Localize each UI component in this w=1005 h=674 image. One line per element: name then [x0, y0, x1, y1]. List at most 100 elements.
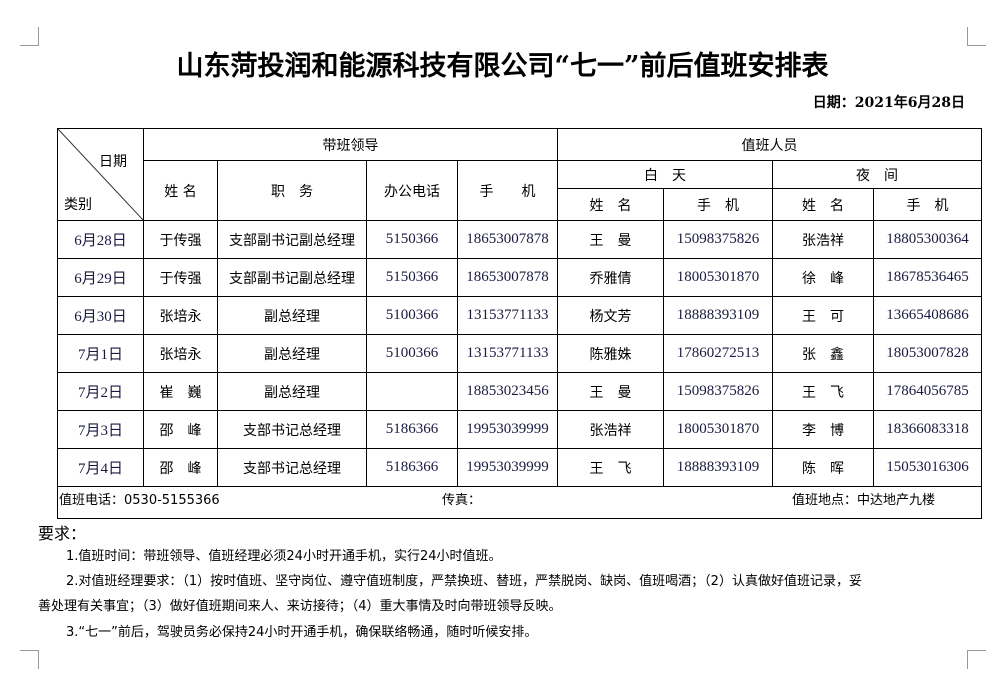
night-staff-name-cell: 徐 峰: [772, 258, 874, 297]
day-staff-name-cell: 乔雅倩: [557, 258, 664, 297]
leader-mobile-cell: 19953039999: [457, 448, 558, 487]
night-staff-name-cell: 张浩祥: [772, 220, 874, 259]
requirement-2: 2.对值班经理要求：（1）按时值班、坚守岗位、遵守值班制度，严禁换班、替班，严禁…: [66, 574, 862, 589]
duty-location: 值班地点：中达地产九楼: [792, 493, 936, 508]
leader-mobile-cell: 13153771133: [457, 296, 558, 335]
requirement-1: 1.值班时间：带班领导、值班经理必须24小时开通手机，实行24小时值班。: [66, 549, 502, 564]
position-cell: 支部书记总经理: [217, 410, 367, 449]
date-cell: 7月4日: [57, 448, 144, 487]
night-staff-name-cell: 李 博: [772, 410, 874, 449]
duty-schedule-table: 日期 类别 带班领导 值班人员 姓 名 职 务 办公电话 手 机 白 天 夜 间…: [57, 128, 982, 519]
leader-name-cell: 于传强: [143, 220, 218, 259]
day-staff-mobile-cell: 17860272513: [663, 334, 773, 373]
table-row: 6月28日 于传强 支部副书记副总经理 5150366 18653007878 王 曼 15…: [57, 220, 982, 259]
day-shift-header: 白 天: [557, 160, 773, 189]
table-row: 6月30日 张培永 副总经理 5100366 13153771133 杨文芳 1888839…: [57, 296, 982, 335]
date-cell: 6月28日: [57, 220, 144, 259]
night-staff-mobile-cell: 17864056785: [873, 372, 982, 411]
position-cell: 副总经理: [217, 334, 367, 373]
leader-name-cell: 邵 峰: [143, 448, 218, 487]
night-mobile-header: 手 机: [873, 188, 982, 221]
leader-name-cell: 张培永: [143, 296, 218, 335]
office-phone-cell: 5150366: [366, 220, 458, 259]
leader-mobile-cell: 18653007878: [457, 220, 558, 259]
day-staff-mobile-cell: 15098375826: [663, 372, 773, 411]
night-staff-name-cell: 张 鑫: [772, 334, 874, 373]
night-staff-mobile-cell: 18678536465: [873, 258, 982, 297]
day-staff-name-cell: 王 飞: [557, 448, 664, 487]
date-cell: 7月2日: [57, 372, 144, 411]
leader-mobile-cell: 19953039999: [457, 410, 558, 449]
position-cell: 副总经理: [217, 296, 367, 335]
office-phone-cell: 5150366: [366, 258, 458, 297]
day-staff-mobile-cell: 18005301870: [663, 410, 773, 449]
night-name-header: 姓 名: [772, 188, 874, 221]
page-corner-mark: [967, 27, 986, 46]
date-cell: 7月3日: [57, 410, 144, 449]
day-staff-mobile-cell: 18888393109: [663, 296, 773, 335]
table-row: 7月1日 张培永 副总经理 5100366 13153771133 陈雅姝 17860272…: [57, 334, 982, 373]
office-phone-cell: 5100366: [366, 334, 458, 373]
position-cell: 副总经理: [217, 372, 367, 411]
leader-mobile-cell: 13153771133: [457, 334, 558, 373]
table-row: 7月4日邵 峰支部书记总经理 5186366 19953039999 王 飞 18888…: [57, 448, 982, 487]
corner-category-label: 类别: [64, 197, 92, 213]
night-staff-mobile-cell: 18805300364: [873, 220, 982, 259]
table-row: 6月29日 于传强 支部副书记副总经理 5150366 18653007878 乔雅倩 18…: [57, 258, 982, 297]
position-cell: 支部副书记副总经理: [217, 258, 367, 297]
page-corner-mark: [967, 650, 986, 669]
leader-mobile-header: 手 机: [457, 160, 558, 221]
corner-header-cell: 日期 类别: [57, 128, 144, 221]
page-corner-mark: [20, 650, 39, 669]
night-staff-mobile-cell: 15053016306: [873, 448, 982, 487]
requirements-heading: 要求：: [38, 524, 87, 543]
day-staff-name-cell: 杨文芳: [557, 296, 664, 335]
office-phone-cell: 5186366: [366, 448, 458, 487]
day-staff-mobile-cell: 18005301870: [663, 258, 773, 297]
day-staff-name-cell: 张浩祥: [557, 410, 664, 449]
requirement-2-continued: 善处理有关事宜；（3）做好值班期间来人、来访接待；（4）重大事情及时向带班领导反…: [38, 599, 562, 614]
requirement-3: 3.“七一”前后，驾驶员务必保持24小时开通手机，确保联络畅通，随时听候安排。: [66, 625, 538, 640]
date-cell: 6月29日: [57, 258, 144, 297]
position-cell: 支部副书记副总经理: [217, 220, 367, 259]
day-staff-name-cell: 陈雅姝: [557, 334, 664, 373]
night-staff-name-cell: 王 可: [772, 296, 874, 335]
day-staff-name-cell: 王 曼: [557, 372, 664, 411]
leader-mobile-cell: 18653007878: [457, 258, 558, 297]
office-phone-cell: 5100366: [366, 296, 458, 335]
night-staff-name-cell: 王 飞: [772, 372, 874, 411]
night-staff-mobile-cell: 18366083318: [873, 410, 982, 449]
day-name-header: 姓 名: [557, 188, 664, 221]
corner-date-label: 日期: [99, 154, 127, 170]
position-header: 职 务: [217, 160, 367, 221]
leader-mobile-cell: 18853023456: [457, 372, 558, 411]
leader-name-cell: 邵 峰: [143, 410, 218, 449]
leader-name-header: 姓 名: [143, 160, 218, 221]
page-corner-mark: [20, 27, 39, 46]
position-cell: 支部书记总经理: [217, 448, 367, 487]
day-mobile-header: 手 机: [663, 188, 773, 221]
night-staff-mobile-cell: 18053007828: [873, 334, 982, 373]
office-phone-cell: [366, 372, 458, 411]
date-cell: 7月1日: [57, 334, 144, 373]
day-staff-name-cell: 王 曼: [557, 220, 664, 259]
night-staff-name-cell: 陈 晖: [772, 448, 874, 487]
day-staff-mobile-cell: 15098375826: [663, 220, 773, 259]
document-date: 日期：2021年6月28日: [812, 95, 965, 111]
leader-name-cell: 张培永: [143, 334, 218, 373]
leader-name-cell: 崔 巍: [143, 372, 218, 411]
date-cell: 6月30日: [57, 296, 144, 335]
night-staff-mobile-cell: 13665408686: [873, 296, 982, 335]
day-staff-mobile-cell: 18888393109: [663, 448, 773, 487]
night-shift-header: 夜 间: [772, 160, 982, 189]
duty-phone: 值班电话：0530-5155366: [59, 493, 220, 508]
diagonal-line: [58, 129, 143, 220]
staff-group-header: 值班人员: [557, 128, 982, 161]
fax: 传真：: [442, 493, 482, 508]
office-phone-cell: 5186366: [366, 410, 458, 449]
leader-name-cell: 于传强: [143, 258, 218, 297]
office-phone-header: 办公电话: [366, 160, 458, 221]
leader-group-header: 带班领导: [143, 128, 558, 161]
document-title: 山东菏投润和能源科技有限公司“七一”前后值班安排表: [176, 51, 829, 82]
